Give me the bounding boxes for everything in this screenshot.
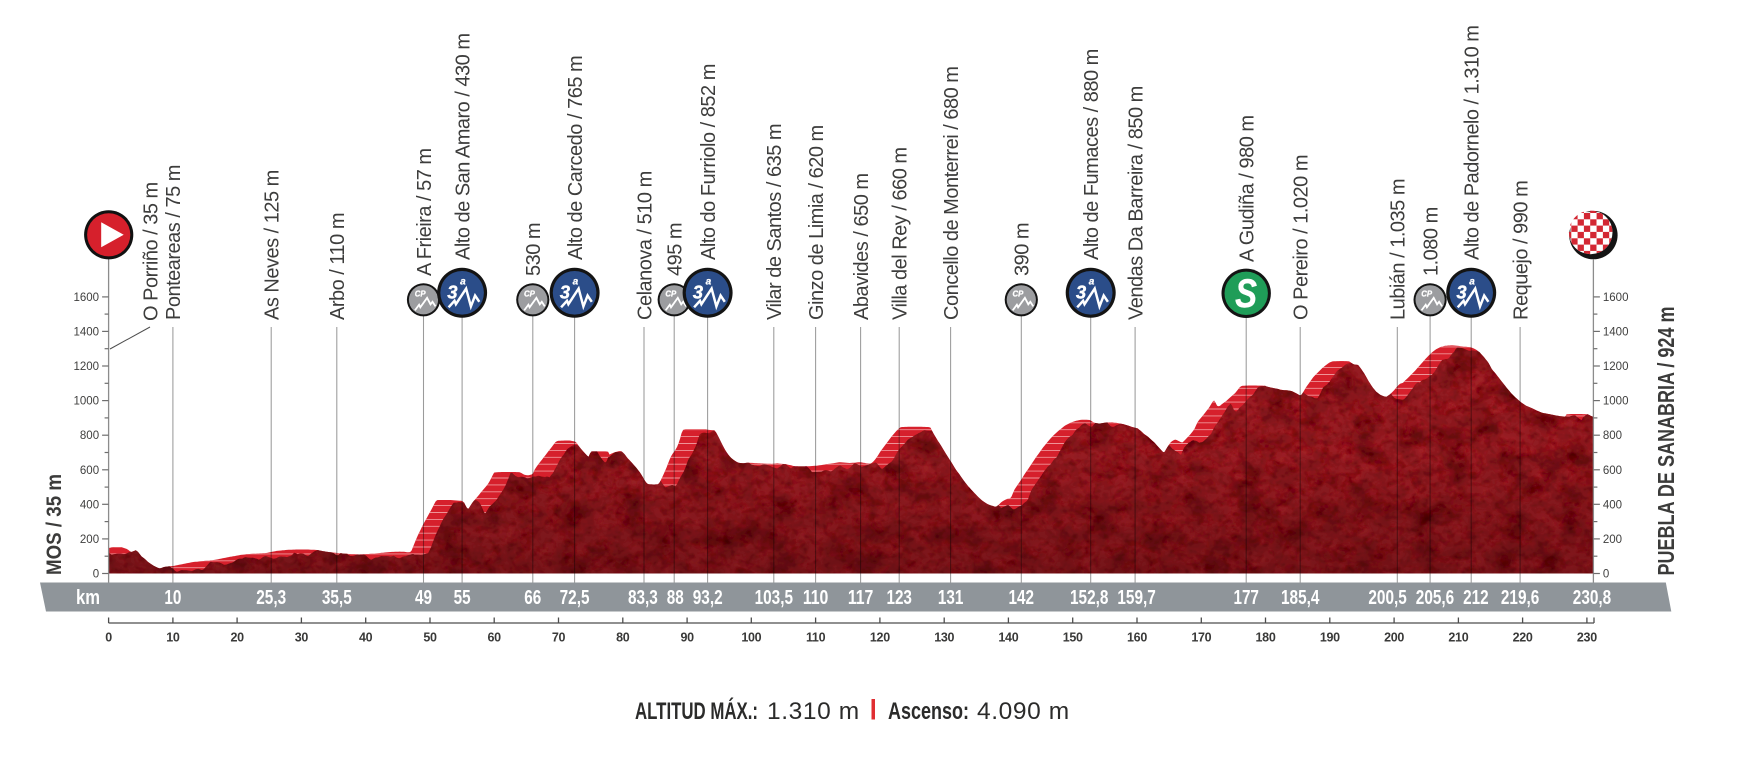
svg-text:66: 66 — [524, 587, 541, 609]
svg-text:A Gudiña / 980 m: A Gudiña / 980 m — [1237, 115, 1259, 262]
svg-text:55: 55 — [454, 587, 471, 609]
svg-text:100: 100 — [741, 631, 761, 645]
svg-text:ALTITUD MÁX.:: ALTITUD MÁX.: — [635, 697, 758, 725]
svg-text:Alto de Padornelo / 1.310 m: Alto de Padornelo / 1.310 m — [1462, 26, 1484, 260]
svg-text:400: 400 — [80, 499, 99, 511]
svg-text:O Pereiro / 1.020 m: O Pereiro / 1.020 m — [1291, 155, 1313, 320]
svg-text:1.310 m: 1.310 m — [767, 698, 860, 725]
svg-text:Arbo / 110 m: Arbo / 110 m — [327, 213, 349, 320]
svg-text:4.090 m: 4.090 m — [977, 698, 1070, 725]
svg-text:km: km — [76, 587, 100, 609]
svg-text:600: 600 — [80, 465, 99, 477]
svg-text:1400: 1400 — [1603, 326, 1629, 338]
svg-text:600: 600 — [1603, 465, 1622, 477]
svg-text:110: 110 — [803, 587, 829, 609]
svg-text:131: 131 — [938, 587, 964, 609]
svg-text:117: 117 — [848, 587, 874, 609]
svg-text:Ginzo de Limia / 620 m: Ginzo de Limia / 620 m — [806, 125, 828, 320]
svg-text:200: 200 — [80, 534, 99, 546]
svg-text:1200: 1200 — [1603, 361, 1629, 373]
svg-text:90: 90 — [680, 631, 694, 645]
svg-text:Vilar de Santos / 635 m: Vilar de Santos / 635 m — [764, 124, 786, 320]
svg-text:40: 40 — [359, 631, 373, 645]
svg-text:20: 20 — [230, 631, 244, 645]
svg-text:Lubián / 1.035 m: Lubián / 1.035 m — [1388, 179, 1410, 320]
svg-text:1600: 1600 — [1603, 292, 1629, 304]
svg-text:Vendas Da Barreira / 850 m: Vendas Da Barreira / 850 m — [1125, 86, 1147, 320]
svg-text:60: 60 — [488, 631, 502, 645]
svg-text:0: 0 — [105, 631, 112, 645]
svg-text:10: 10 — [166, 631, 180, 645]
svg-text:120: 120 — [870, 631, 890, 645]
svg-text:Alto de Fumaces / 880 m: Alto de Fumaces / 880 m — [1081, 49, 1103, 260]
svg-text:150: 150 — [1063, 631, 1083, 645]
svg-text:123: 123 — [886, 587, 912, 609]
svg-text:800: 800 — [80, 430, 99, 442]
svg-text:200: 200 — [1603, 534, 1622, 546]
svg-text:159,7: 159,7 — [1117, 587, 1155, 609]
svg-text:83,3: 83,3 — [628, 587, 658, 609]
svg-text:230,8: 230,8 — [1573, 587, 1611, 609]
svg-text:530 m: 530 m — [523, 223, 545, 276]
svg-text:185,4: 185,4 — [1281, 587, 1320, 609]
svg-text:1600: 1600 — [74, 292, 100, 304]
svg-text:88: 88 — [667, 587, 684, 609]
svg-text:152,8: 152,8 — [1070, 587, 1108, 609]
svg-text:Concello de Monterrei / 680 m: Concello de Monterrei / 680 m — [941, 67, 963, 320]
svg-text:219,6: 219,6 — [1501, 587, 1539, 609]
svg-text:180: 180 — [1256, 631, 1276, 645]
svg-text:220: 220 — [1513, 631, 1533, 645]
svg-text:O Porriño / 35 m: O Porriño / 35 m — [140, 182, 162, 321]
svg-text:1000: 1000 — [1603, 396, 1629, 408]
svg-text:1400: 1400 — [74, 326, 100, 338]
svg-text:1200: 1200 — [74, 361, 100, 373]
svg-text:PUEBLA DE SANABRIA / 924 m: PUEBLA DE SANABRIA / 924 m — [1653, 307, 1679, 576]
svg-text:160: 160 — [1127, 631, 1147, 645]
svg-text:25,3: 25,3 — [256, 587, 286, 609]
svg-text:A Frieira / 57 m: A Frieira / 57 m — [414, 148, 436, 276]
svg-text:103,5: 103,5 — [755, 587, 793, 609]
svg-text:390 m: 390 m — [1012, 223, 1034, 276]
svg-text:495 m: 495 m — [665, 223, 687, 276]
svg-text:Requejo / 990 m: Requejo / 990 m — [1510, 181, 1532, 320]
svg-text:80: 80 — [616, 631, 630, 645]
svg-text:1.080 m: 1.080 m — [1420, 207, 1442, 276]
svg-text:93,2: 93,2 — [693, 587, 723, 609]
svg-text:205,6: 205,6 — [1416, 587, 1454, 609]
svg-text:72,5: 72,5 — [560, 587, 590, 609]
svg-text:0: 0 — [93, 569, 99, 581]
svg-text:Villa del Rey / 660 m: Villa del Rey / 660 m — [890, 147, 912, 320]
svg-text:Alto do Furriolo / 852 m: Alto do Furriolo / 852 m — [698, 64, 720, 260]
svg-text:200,5: 200,5 — [1368, 587, 1406, 609]
svg-text:400: 400 — [1603, 499, 1622, 511]
svg-text:As Neves / 125 m: As Neves / 125 m — [262, 170, 284, 320]
svg-text:Abavides / 650 m: Abavides / 650 m — [851, 173, 873, 320]
svg-text:170: 170 — [1191, 631, 1211, 645]
svg-text:800: 800 — [1603, 430, 1622, 442]
svg-text:Ponteareas / 75 m: Ponteareas / 75 m — [163, 165, 185, 320]
svg-text:210: 210 — [1448, 631, 1468, 645]
svg-text:1000: 1000 — [74, 396, 100, 408]
svg-text:Alto de San Amaro / 430 m: Alto de San Amaro / 430 m — [452, 33, 474, 260]
svg-text:230: 230 — [1577, 631, 1597, 645]
svg-text:140: 140 — [998, 631, 1018, 645]
svg-text:130: 130 — [934, 631, 954, 645]
svg-text:110: 110 — [806, 631, 826, 645]
svg-text:49: 49 — [415, 587, 432, 609]
svg-text:50: 50 — [423, 631, 437, 645]
svg-text:200: 200 — [1384, 631, 1404, 645]
svg-text:30: 30 — [295, 631, 309, 645]
svg-text:177: 177 — [1233, 587, 1259, 609]
svg-text:212: 212 — [1463, 587, 1489, 609]
svg-text:10: 10 — [164, 587, 181, 609]
svg-text:Celanova / 510 m: Celanova / 510 m — [634, 171, 656, 320]
svg-text:190: 190 — [1320, 631, 1340, 645]
svg-text:MOS / 35 m: MOS / 35 m — [43, 474, 66, 575]
svg-text:35,5: 35,5 — [322, 587, 352, 609]
svg-text:Ascenso:: Ascenso: — [888, 698, 969, 725]
svg-text:Alto de Carcedo / 765 m: Alto de Carcedo / 765 m — [565, 56, 587, 260]
svg-text:142: 142 — [1009, 587, 1035, 609]
svg-text:0: 0 — [1603, 569, 1609, 581]
svg-text:70: 70 — [552, 631, 566, 645]
